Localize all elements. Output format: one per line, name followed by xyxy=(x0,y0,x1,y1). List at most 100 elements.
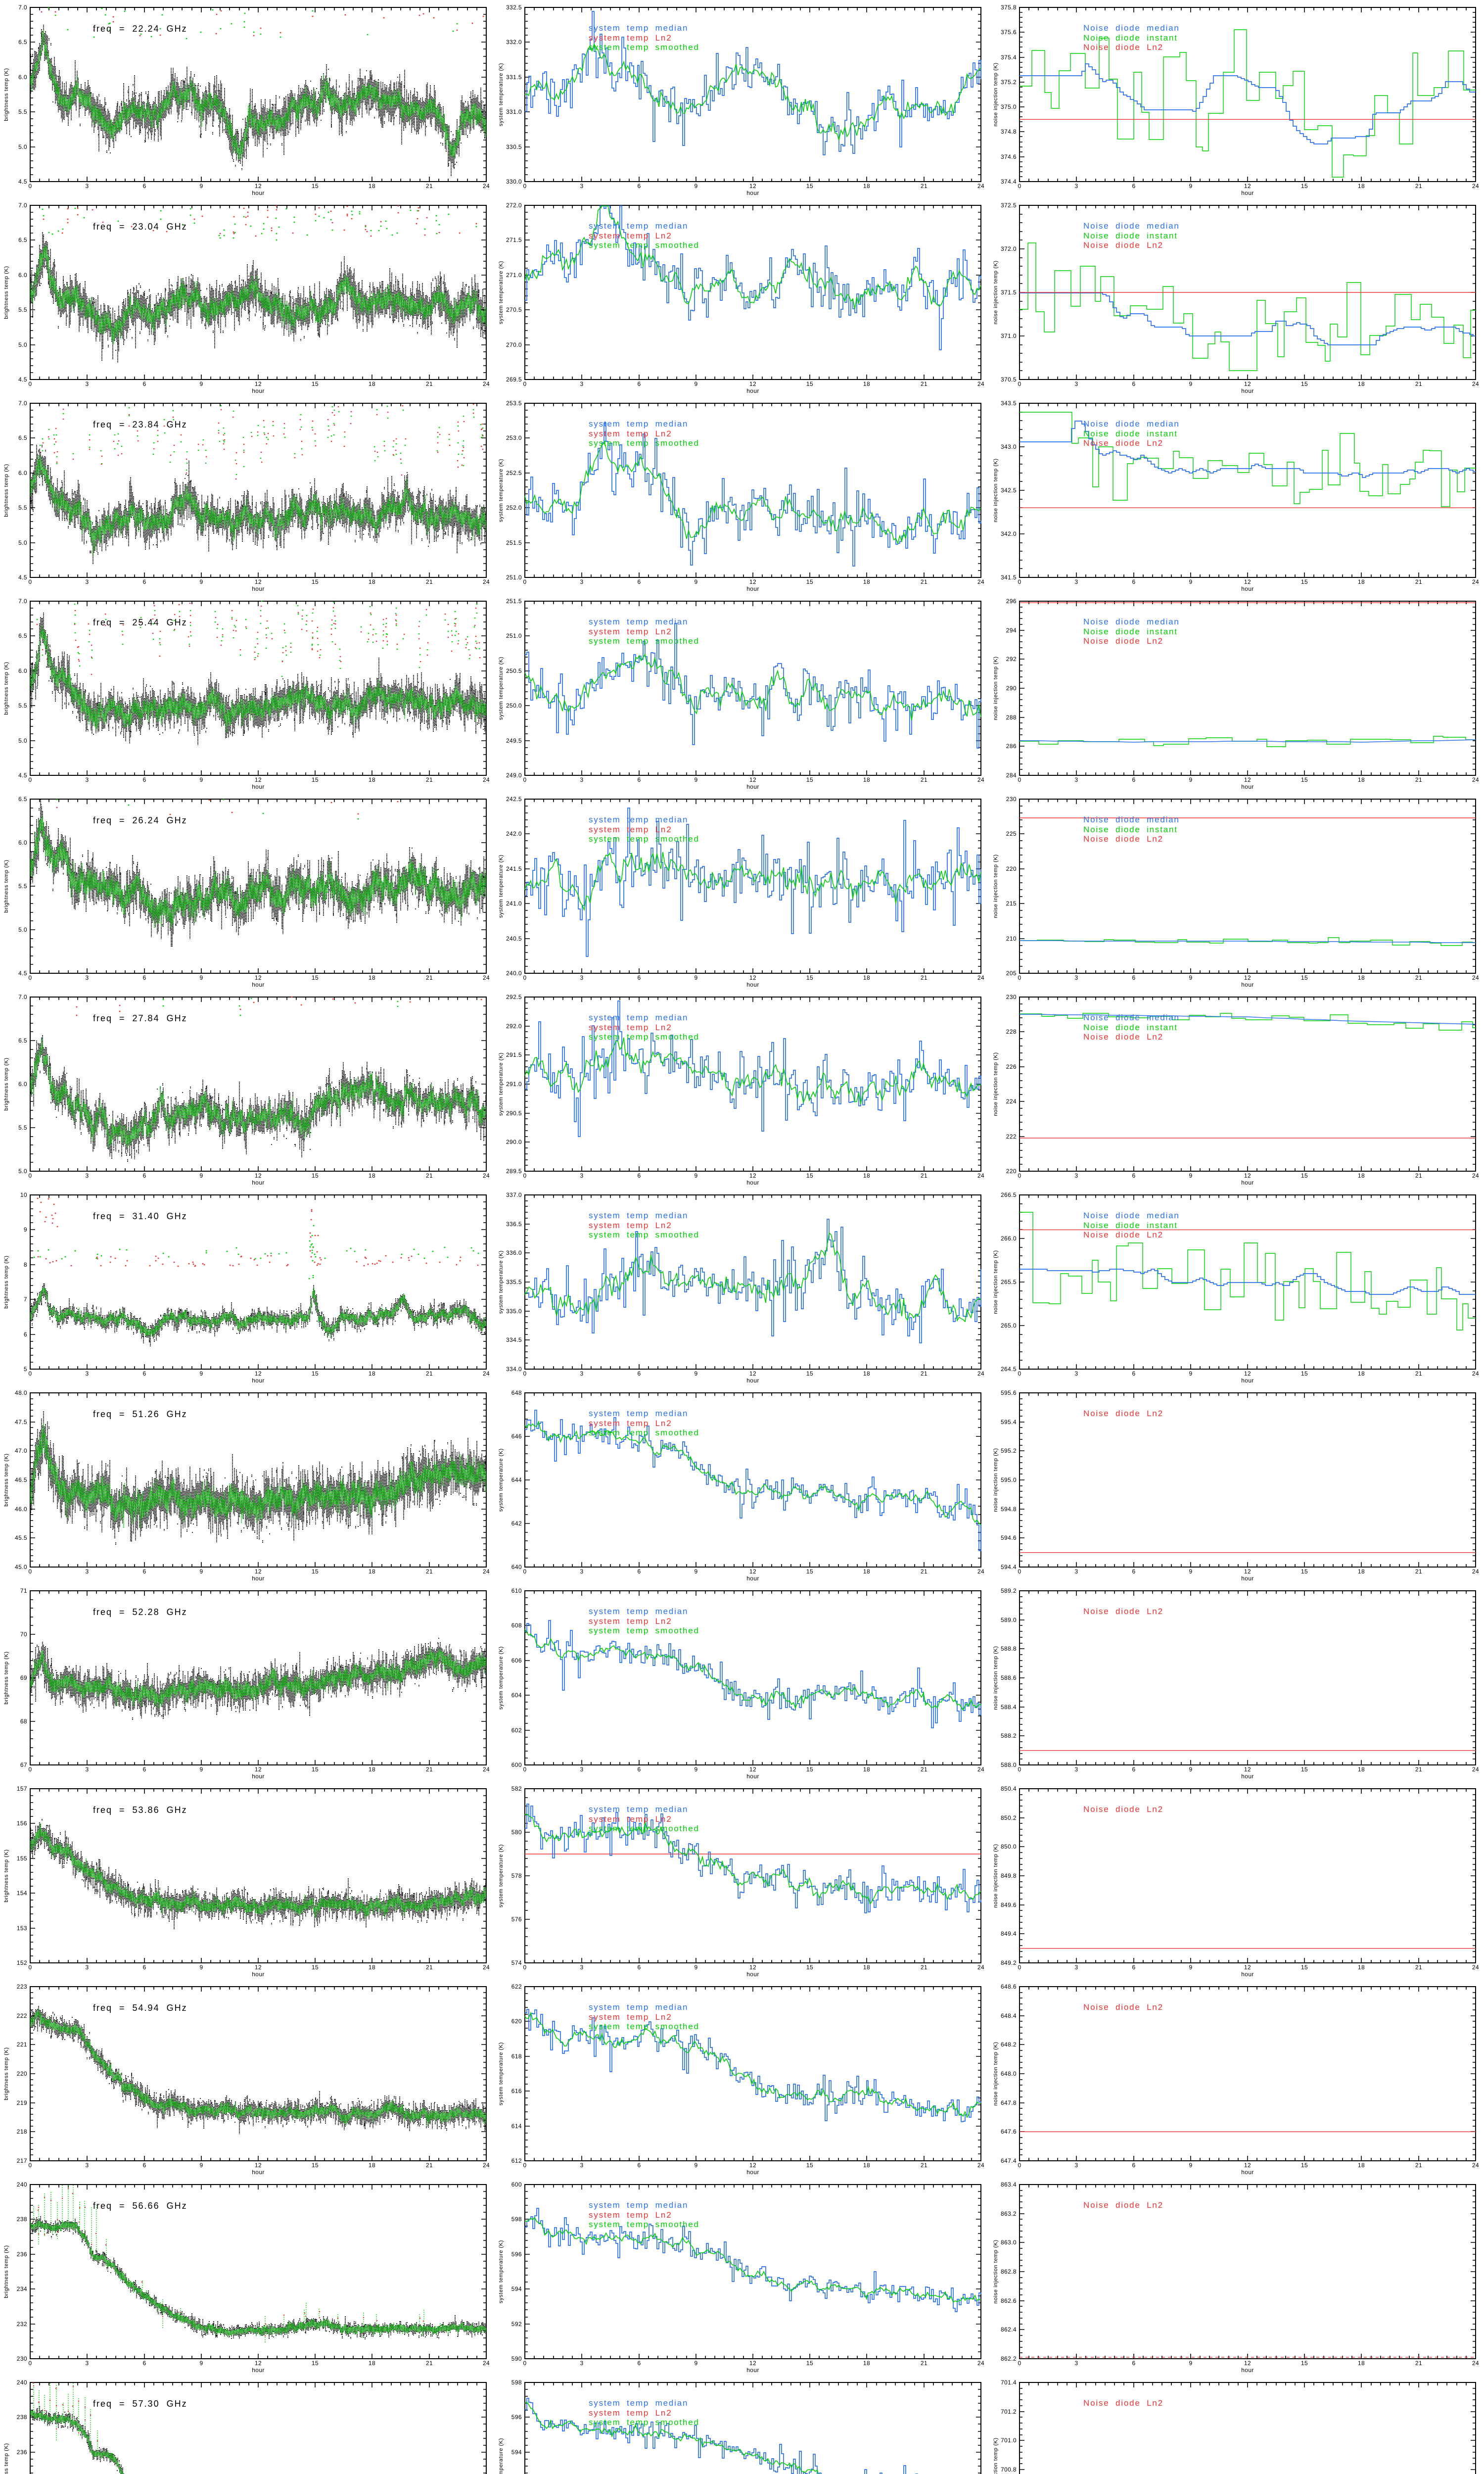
svg-text:15: 15 xyxy=(806,1964,813,1971)
svg-text:6: 6 xyxy=(637,2360,641,2367)
svg-text:hour: hour xyxy=(1241,783,1254,790)
svg-text:hour: hour xyxy=(746,387,759,394)
svg-text:850.0: 850.0 xyxy=(1001,1843,1017,1850)
svg-text:Noise diode median: Noise diode median xyxy=(1083,1211,1180,1220)
svg-text:250.0: 250.0 xyxy=(506,702,522,709)
svg-text:Noise diode Ln2: Noise diode Ln2 xyxy=(1083,1032,1163,1042)
svg-text:0: 0 xyxy=(28,1964,32,1971)
svg-text:15: 15 xyxy=(1301,381,1308,387)
svg-text:588.0: 588.0 xyxy=(1001,1761,1017,1768)
svg-text:system temp smoothed: system temp smoothed xyxy=(589,2220,699,2229)
svg-text:6: 6 xyxy=(637,1172,641,1179)
svg-text:18: 18 xyxy=(863,381,870,387)
svg-text:850.2: 850.2 xyxy=(1001,1814,1017,1821)
svg-text:system temperature (K): system temperature (K) xyxy=(498,1250,504,1314)
svg-text:15: 15 xyxy=(312,2162,319,2169)
svg-text:12: 12 xyxy=(749,381,756,387)
svg-text:15: 15 xyxy=(1301,2162,1308,2169)
svg-text:21: 21 xyxy=(1415,183,1422,190)
svg-text:3: 3 xyxy=(1074,1568,1078,1575)
svg-text:24: 24 xyxy=(1472,1370,1479,1377)
svg-text:hour: hour xyxy=(1241,1971,1254,1978)
svg-text:system temperature (K): system temperature (K) xyxy=(498,855,504,918)
svg-text:18: 18 xyxy=(1358,1766,1365,1773)
svg-text:7.0: 7.0 xyxy=(18,598,27,605)
svg-text:3: 3 xyxy=(580,1568,583,1575)
svg-text:24: 24 xyxy=(977,2162,984,2169)
svg-text:brightness temp (K): brightness temp (K) xyxy=(3,1453,9,1506)
svg-text:6: 6 xyxy=(24,1331,27,1338)
svg-text:241.0: 241.0 xyxy=(506,900,522,907)
svg-text:18: 18 xyxy=(369,578,375,585)
svg-text:system temp Ln2: system temp Ln2 xyxy=(589,1814,672,1824)
svg-text:21: 21 xyxy=(426,2360,433,2367)
svg-text:0: 0 xyxy=(1018,1568,1021,1575)
svg-text:24: 24 xyxy=(483,776,490,783)
svg-text:Noise diode Ln2: Noise diode Ln2 xyxy=(1083,240,1163,250)
svg-text:12: 12 xyxy=(1244,776,1251,783)
svg-text:862.2: 862.2 xyxy=(1001,2355,1017,2362)
svg-text:noise injection temp (K): noise injection temp (K) xyxy=(993,2042,999,2105)
svg-text:system temp smoothed: system temp smoothed xyxy=(589,1626,699,1635)
svg-text:9: 9 xyxy=(694,776,697,783)
svg-text:noise injection temp (K): noise injection temp (K) xyxy=(993,1250,999,1314)
svg-text:6: 6 xyxy=(1132,1370,1135,1377)
svg-text:hour: hour xyxy=(252,1971,265,1978)
svg-text:6: 6 xyxy=(637,2162,641,2169)
svg-text:24: 24 xyxy=(483,381,490,387)
svg-text:249.0: 249.0 xyxy=(506,772,522,779)
svg-text:freq = 22.24 GHz: freq = 22.24 GHz xyxy=(93,24,187,34)
svg-text:648.6: 648.6 xyxy=(1001,1983,1017,1990)
svg-text:24: 24 xyxy=(977,1172,984,1179)
svg-text:251.5: 251.5 xyxy=(506,539,522,546)
svg-text:375.8: 375.8 xyxy=(1001,4,1017,11)
svg-text:6: 6 xyxy=(1132,578,1135,585)
svg-text:598: 598 xyxy=(511,2216,522,2223)
svg-text:622: 622 xyxy=(511,1983,522,1990)
svg-text:hour: hour xyxy=(746,2169,759,2176)
svg-text:0: 0 xyxy=(28,2360,32,2367)
svg-text:15: 15 xyxy=(312,776,319,783)
svg-text:595.0: 595.0 xyxy=(1001,1476,1017,1483)
svg-text:0: 0 xyxy=(523,974,526,981)
svg-text:5.0: 5.0 xyxy=(18,539,27,546)
svg-text:9: 9 xyxy=(694,381,697,387)
svg-text:freq = 57.30 GHz: freq = 57.30 GHz xyxy=(93,2399,187,2409)
svg-text:Noise diode median: Noise diode median xyxy=(1083,617,1180,626)
svg-text:system temp median: system temp median xyxy=(589,1409,688,1418)
svg-text:218: 218 xyxy=(17,2128,27,2135)
svg-text:223: 223 xyxy=(17,1983,27,1990)
svg-text:brightness temp (K): brightness temp (K) xyxy=(3,1057,9,1110)
svg-text:brightness temp (K): brightness temp (K) xyxy=(3,2047,9,2100)
svg-text:18: 18 xyxy=(369,1766,375,1773)
svg-text:862.8: 862.8 xyxy=(1001,2268,1017,2275)
svg-text:595.2: 595.2 xyxy=(1001,1447,1017,1454)
svg-text:9: 9 xyxy=(1189,381,1192,387)
svg-text:hour: hour xyxy=(252,1377,265,1384)
svg-text:18: 18 xyxy=(369,776,375,783)
svg-text:freq = 52.28 GHz: freq = 52.28 GHz xyxy=(93,1607,187,1617)
svg-text:69: 69 xyxy=(20,1674,27,1681)
svg-text:24: 24 xyxy=(1472,1766,1479,1773)
svg-text:612: 612 xyxy=(511,2157,522,2164)
svg-text:862.4: 862.4 xyxy=(1001,2326,1017,2333)
svg-text:Noise diode Ln2: Noise diode Ln2 xyxy=(1083,636,1163,646)
svg-text:3: 3 xyxy=(580,1370,583,1377)
svg-text:3: 3 xyxy=(580,1964,583,1971)
svg-text:588.6: 588.6 xyxy=(1001,1674,1017,1681)
svg-text:0: 0 xyxy=(28,578,32,585)
svg-text:12: 12 xyxy=(1244,2360,1251,2367)
svg-text:3: 3 xyxy=(85,1766,89,1773)
svg-text:596: 596 xyxy=(511,2251,522,2258)
svg-text:6.5: 6.5 xyxy=(18,237,27,243)
svg-text:24: 24 xyxy=(483,578,490,585)
svg-text:10: 10 xyxy=(20,1191,27,1198)
svg-text:3: 3 xyxy=(580,2360,583,2367)
svg-text:290.0: 290.0 xyxy=(506,1139,522,1145)
svg-text:system temp smoothed: system temp smoothed xyxy=(589,1230,699,1239)
svg-text:brightness temp (K): brightness temp (K) xyxy=(3,859,9,912)
svg-text:3: 3 xyxy=(85,183,89,190)
svg-text:608: 608 xyxy=(511,1622,522,1629)
svg-text:9: 9 xyxy=(199,381,203,387)
svg-text:6: 6 xyxy=(637,974,641,981)
